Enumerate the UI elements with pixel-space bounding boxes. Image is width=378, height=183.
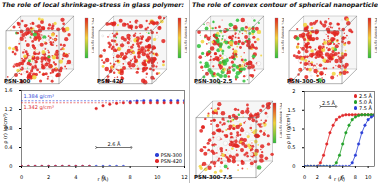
svg-text:1.5: 1.5 [288, 107, 296, 113]
svg-text:4: 4 [328, 174, 331, 180]
html-text:7.5 Å: 7.5 Å [359, 105, 372, 111]
svg-text:1.6: 1.6 [5, 87, 13, 93]
svg-text:PSN-300-2.5: PSN-300-2.5 [194, 78, 233, 84]
html-text:The role of local shrinkage-st: The role of local shrinkage-stress in gl… [2, 1, 184, 8]
svg-text:PVC density (g/cm³): PVC density (g/cm³) [374, 18, 377, 54]
html-text:5.0 Å: 5.0 Å [359, 99, 372, 105]
svg-text:PVC density (g/cm³): PVC density (g/cm³) [279, 103, 282, 139]
svg-text:2: 2 [47, 174, 50, 180]
svg-text:0.5: 0.5 [287, 144, 296, 151]
html-text:PSN-300: PSN-300 [160, 152, 182, 158]
svg-text:10: 10 [154, 174, 160, 180]
svg-text:1.2: 1.2 [5, 106, 13, 112]
svg-text:0.8: 0.8 [4, 125, 13, 132]
svg-text:2.5 Å: 2.5 Å [322, 100, 336, 106]
svg-text:0: 0 [292, 163, 295, 169]
svg-text:0: 0 [303, 174, 306, 180]
svg-text:PSN-300-5.0: PSN-300-5.0 [287, 78, 326, 84]
svg-text:PSN-300-7.5: PSN-300-7.5 [194, 174, 233, 180]
svg-text:r (Å): r (Å) [98, 176, 109, 182]
svg-text:ρ (r) (g/cm³): ρ (r) (g/cm³) [285, 114, 292, 145]
svg-text:0.4: 0.4 [5, 144, 13, 150]
svg-text:4: 4 [74, 174, 77, 180]
svg-text:10: 10 [365, 174, 371, 180]
svg-text:1.342 g/cm³: 1.342 g/cm³ [24, 104, 54, 111]
html-text:PSN-420: PSN-420 [160, 158, 182, 164]
svg-text:0: 0 [9, 163, 12, 169]
svg-text:PSN-420: PSN-420 [97, 78, 124, 84]
svg-text:2: 2 [292, 88, 295, 94]
svg-text:PVC density (g/cm³): PVC density (g/cm³) [281, 18, 284, 54]
svg-text:2.6 Å: 2.6 Å [107, 141, 121, 147]
svg-text:12: 12 [181, 174, 187, 180]
svg-text:0: 0 [20, 174, 23, 180]
svg-text:PSN-300: PSN-300 [4, 78, 31, 84]
svg-text:PVC density (g/cm³): PVC density (g/cm³) [184, 18, 187, 54]
svg-text:1: 1 [292, 126, 295, 132]
svg-text:PVC density (g/cm³): PVC density (g/cm³) [91, 18, 94, 54]
html-text:2.5 Å: 2.5 Å [359, 93, 372, 99]
svg-text:1.384 g/cm³: 1.384 g/cm³ [24, 93, 54, 100]
svg-text:ρ (r) (g/cm³): ρ (r) (g/cm³) [2, 113, 9, 144]
svg-text:2: 2 [316, 174, 319, 180]
svg-text:8: 8 [354, 174, 357, 180]
svg-text:r (Å): r (Å) [334, 176, 345, 182]
svg-text:8: 8 [129, 174, 132, 180]
